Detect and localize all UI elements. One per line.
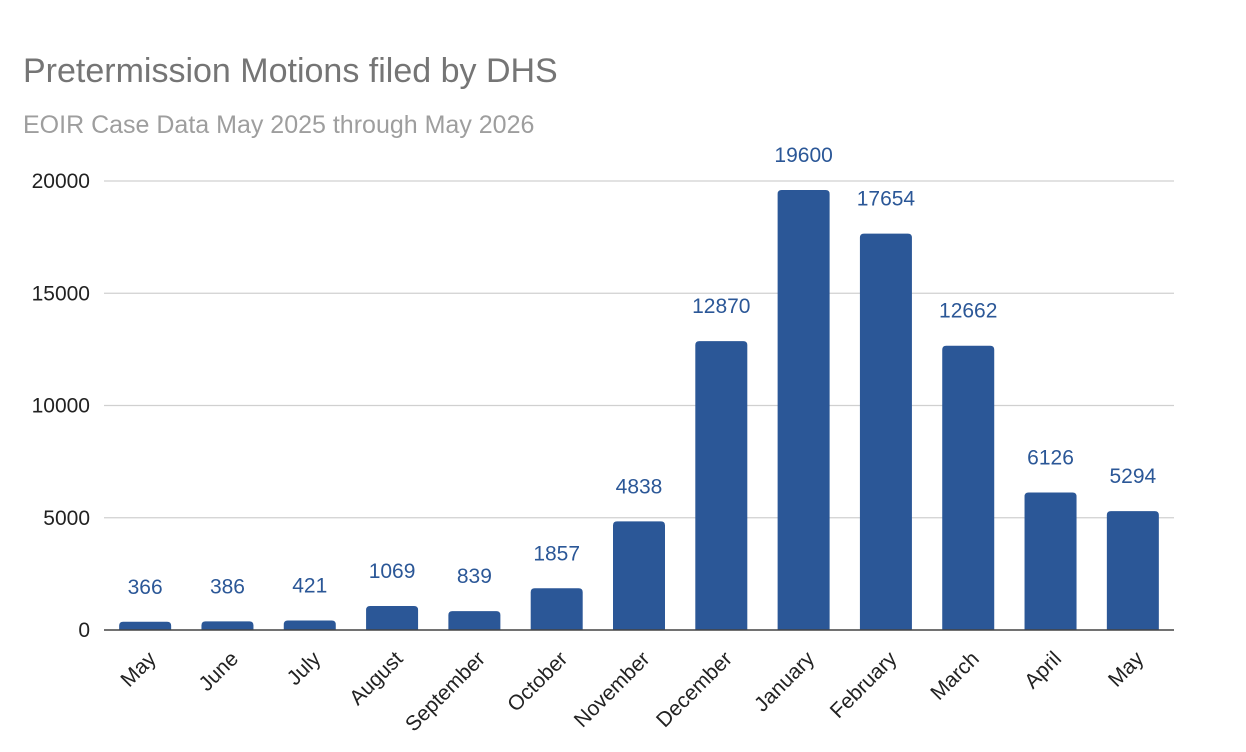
bar-3 — [366, 606, 419, 630]
data-label: 366 — [128, 576, 163, 599]
data-label: 12662 — [939, 300, 997, 323]
bar-7 — [695, 341, 748, 630]
y-tick-label: 0 — [78, 619, 90, 642]
y-tick-label: 15000 — [32, 282, 90, 305]
x-tick-label: March — [926, 647, 984, 705]
data-label: 1069 — [369, 560, 416, 583]
data-label: 839 — [457, 565, 492, 588]
y-tick-label: 20000 — [32, 170, 90, 193]
data-label: 1857 — [533, 542, 580, 565]
bar-1 — [201, 621, 254, 630]
x-tick-label: February — [826, 647, 902, 723]
x-tick-label: January — [750, 647, 819, 716]
bar-9 — [859, 233, 912, 630]
data-label: 6126 — [1027, 446, 1074, 469]
x-tick-label: July — [283, 647, 326, 690]
x-tick-label: October — [503, 647, 572, 716]
bar-10 — [942, 345, 995, 630]
x-tick-label: May — [116, 647, 161, 692]
x-tick-label: September — [401, 647, 490, 736]
y-tick-label: 10000 — [32, 395, 90, 418]
bar-12 — [1106, 511, 1159, 630]
bars — [119, 189, 1159, 631]
data-labels: 366 386 421 1069 839 1857 4838 12870 19600 17654 1… — [128, 144, 1157, 599]
gridlines — [104, 180, 1174, 519]
data-label: 4838 — [616, 475, 663, 498]
bar-0 — [119, 621, 172, 630]
bar-5 — [530, 588, 583, 630]
chart-title: Pretermission Motions filed by DHS — [23, 52, 558, 90]
x-tick-label: November — [570, 647, 655, 732]
data-label: 19600 — [774, 144, 832, 167]
bar-8 — [777, 189, 830, 631]
bar-6 — [613, 521, 665, 630]
x-tick-label: August — [345, 647, 408, 710]
data-label: 386 — [210, 575, 245, 598]
data-label: 5294 — [1109, 465, 1156, 488]
data-label: 17654 — [857, 188, 916, 211]
bar-4 — [448, 611, 501, 630]
x-tick-label: April — [1020, 647, 1066, 693]
x-tick-label: May — [1104, 647, 1149, 692]
y-tick-label: 5000 — [43, 507, 90, 530]
x-tick-label: June — [195, 647, 243, 695]
chart-subtitle: EOIR Case Data May 2025 through May 2026 — [23, 111, 535, 139]
y-axis-ticks: 0 5000 10000 15000 20000 — [32, 170, 90, 642]
data-label: 421 — [292, 575, 327, 598]
bar-11 — [1024, 492, 1077, 630]
data-label: 12870 — [692, 295, 750, 318]
bar-2 — [283, 620, 336, 630]
x-tick-label: December — [652, 647, 737, 732]
